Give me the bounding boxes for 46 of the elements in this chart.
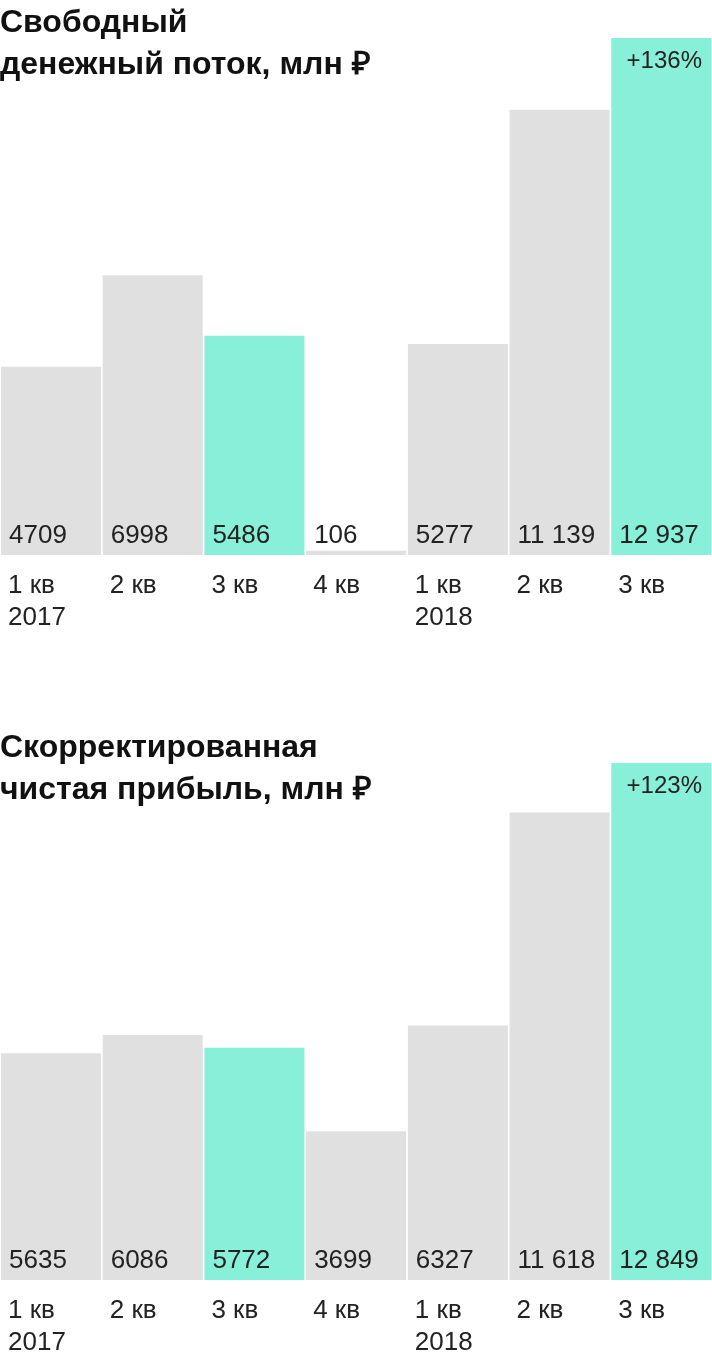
x-tick-label: 3 кв bbox=[211, 1294, 259, 1324]
x-tick-label: 3 кв bbox=[618, 569, 666, 599]
bar bbox=[102, 1035, 203, 1280]
data-label: 6998 bbox=[110, 519, 169, 549]
data-label: 6327 bbox=[415, 1244, 474, 1274]
x-tick-label: 2 кв bbox=[109, 1294, 157, 1324]
x-tick-label: 4 кв bbox=[313, 1294, 361, 1324]
x-tick-label: 4 кв bbox=[313, 569, 361, 599]
data-label: 12 937 bbox=[619, 519, 699, 549]
x-tick-label: 1 кв 2018 bbox=[414, 1294, 473, 1354]
bar bbox=[509, 109, 610, 555]
bar bbox=[306, 550, 407, 555]
annotation: +123% bbox=[626, 771, 702, 799]
data-label: 12 849 bbox=[619, 1244, 699, 1274]
x-tick-label: 2 кв bbox=[516, 569, 564, 599]
data-label: 5486 bbox=[212, 519, 271, 549]
bar bbox=[509, 812, 610, 1280]
data-label: 5772 bbox=[212, 1244, 271, 1274]
x-tick-label: 3 кв bbox=[618, 1294, 666, 1324]
data-label: 5635 bbox=[9, 1244, 67, 1274]
bar bbox=[1, 366, 101, 555]
chart-title: Свободный денежный поток, млн ₽ bbox=[0, 2, 371, 83]
bar bbox=[1, 1053, 101, 1280]
chart-title: Скорректированная чистая прибыль, млн ₽ bbox=[0, 727, 372, 808]
x-tick-label: 1 кв 2017 bbox=[8, 1294, 66, 1354]
bar bbox=[204, 335, 305, 555]
data-label: 11 618 bbox=[517, 1244, 596, 1274]
x-tick-label: 1 кв 2017 bbox=[8, 569, 66, 631]
annotation: +136% bbox=[626, 46, 702, 74]
data-label: 4709 bbox=[9, 519, 67, 549]
x-tick-label: 3 кв bbox=[211, 569, 259, 599]
x-tick-label: 2 кв bbox=[109, 569, 157, 599]
data-label: 6086 bbox=[110, 1244, 169, 1274]
bar bbox=[102, 275, 203, 555]
bar bbox=[407, 344, 508, 555]
bar bbox=[306, 1131, 407, 1280]
bar bbox=[611, 763, 712, 1280]
bar bbox=[407, 1025, 508, 1280]
x-tick-label: 2 кв bbox=[516, 1294, 564, 1324]
data-label: 3699 bbox=[314, 1244, 372, 1274]
data-label: 11 139 bbox=[517, 519, 596, 549]
data-label: 5277 bbox=[415, 519, 474, 549]
bar bbox=[204, 1047, 305, 1280]
bar bbox=[611, 38, 712, 555]
data-label: 106 bbox=[314, 519, 358, 549]
x-tick-label: 1 кв 2018 bbox=[414, 569, 473, 631]
